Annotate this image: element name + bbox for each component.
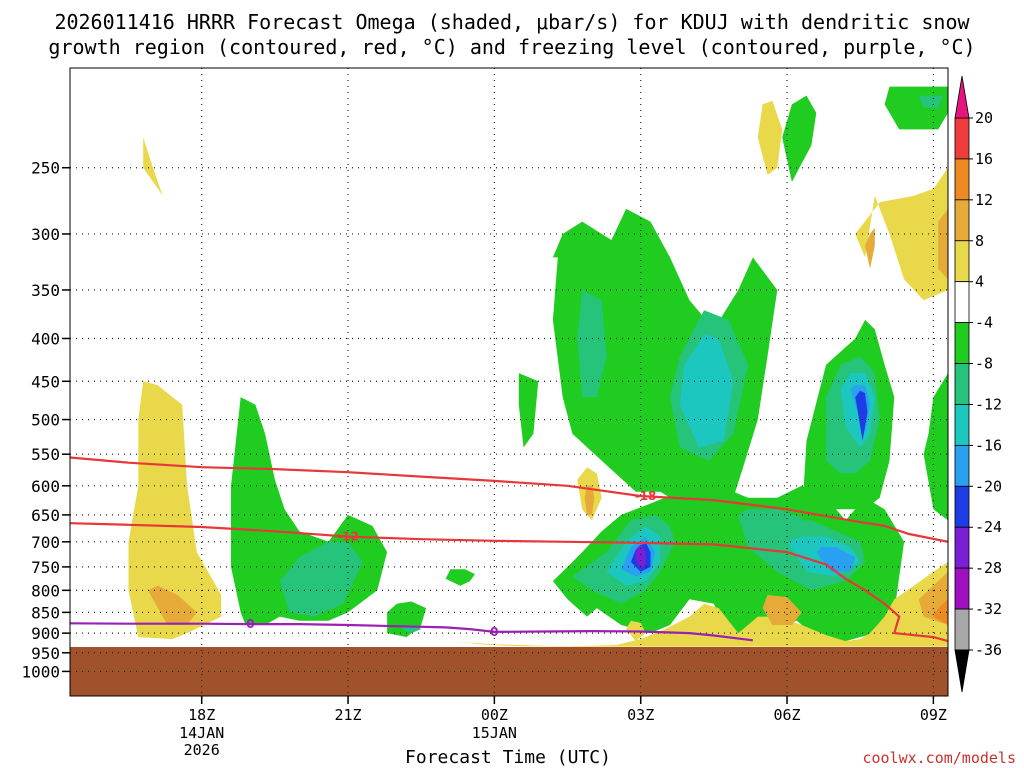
x-tick-label: 09Z xyxy=(920,706,947,724)
x-tick-label: 00Z xyxy=(481,706,508,724)
colorbar-swatch xyxy=(954,199,970,242)
colorbar-swatch xyxy=(954,117,970,160)
colorbar-swatch xyxy=(954,444,970,487)
colorbar-label: 12 xyxy=(975,191,993,209)
omega-region-4 xyxy=(855,167,948,301)
colorbar-label: -32 xyxy=(975,600,1002,618)
omega-region--4 xyxy=(782,95,817,182)
colorbar-swatch xyxy=(954,322,970,364)
x-tick-date-label: 15JAN xyxy=(472,724,517,742)
omega-region-4 xyxy=(128,381,222,640)
omega-region--12 xyxy=(679,333,734,448)
colorbar: 20 16 12 8 4 -4 -8 -12 -16 -20 -24 -28 -32 -36 xyxy=(954,75,1002,693)
omega-region-4 xyxy=(904,633,948,647)
omega-region--4 xyxy=(923,373,948,521)
colorbar-label: 20 xyxy=(975,109,993,127)
omega-region--16 xyxy=(816,547,856,572)
y-tick-label: 700 xyxy=(31,533,60,552)
colorbar-swatch xyxy=(954,526,970,569)
x-axis-label: Forecast Time (UTC) xyxy=(405,747,611,768)
plot-inner: -18 -12 0 0 xyxy=(70,68,948,696)
y-tick-label: 300 xyxy=(31,225,60,244)
omega-region-8 xyxy=(938,208,948,280)
omega-region-4 xyxy=(445,562,948,647)
freezing-level-label: 0 xyxy=(490,625,498,639)
omega-region-8 xyxy=(762,594,802,625)
colorbar-swatch xyxy=(954,567,970,610)
y-tick-label: 850 xyxy=(31,603,60,622)
colorbar-label: 16 xyxy=(975,150,993,168)
colorbar-label: -24 xyxy=(975,518,1002,536)
y-tick-label: 500 xyxy=(31,411,60,430)
colorbar-swatch xyxy=(954,158,970,201)
chart-title-line-2: growth region (contoured, red, °C) and f… xyxy=(48,35,975,59)
omega-region--8 xyxy=(279,541,363,617)
omega-region-4 xyxy=(143,137,163,196)
omega-region--24 xyxy=(635,544,646,570)
plot-area: -18 -12 0 0 xyxy=(69,67,949,697)
y-tick-label: 350 xyxy=(31,281,60,300)
colorbar-swatch xyxy=(954,363,970,405)
omega-region--4 xyxy=(445,569,475,586)
colorbar-under-arrow xyxy=(954,649,970,693)
colorbar-label: -4 xyxy=(975,314,993,332)
freezing-level-line xyxy=(70,622,754,642)
colorbar-label: -36 xyxy=(975,641,1002,659)
omega-region--4 xyxy=(518,373,539,448)
y-tick-label: 600 xyxy=(31,477,60,496)
colorbar-swatch xyxy=(954,281,970,324)
omega-region-8 xyxy=(584,485,595,515)
x-tick-date-label: 2026 xyxy=(184,741,220,759)
omega-region-8 xyxy=(865,227,875,269)
colorbar-label: 8 xyxy=(975,232,984,250)
x-tick-label: 03Z xyxy=(627,706,654,724)
x-tick-label: 21Z xyxy=(334,706,361,724)
dgz-label-lower: -12 xyxy=(337,530,359,544)
credit-text[interactable]: coolwx.com/models xyxy=(862,749,1016,767)
dgz-contour-upper xyxy=(70,456,948,543)
colorbar-label: -20 xyxy=(975,477,1002,495)
colorbar-swatch xyxy=(954,485,970,528)
chart-title-line-1: 2026011416 HRRR Forecast Omega (shaded, … xyxy=(54,10,970,34)
y-tick-label: 1000 xyxy=(21,662,60,681)
omega-region-8 xyxy=(148,585,197,625)
x-tick-date-label: 14JAN xyxy=(179,724,224,742)
dgz-label-upper: -18 xyxy=(635,489,657,503)
colorbar-label: -12 xyxy=(975,395,1002,413)
y-tick-label: 950 xyxy=(31,644,60,663)
x-tick-label: 18Z xyxy=(188,706,215,724)
colorbar-swatch xyxy=(954,240,970,283)
omega-region-4 xyxy=(757,100,783,175)
colorbar-label: -28 xyxy=(975,559,1002,577)
y-tick-label: 250 xyxy=(31,159,60,178)
colorbar-label: -8 xyxy=(975,355,993,373)
x-tick-label: 06Z xyxy=(773,706,800,724)
colorbar-label: 4 xyxy=(975,273,984,291)
omega-region--8 xyxy=(918,95,944,108)
colorbar-over-arrow xyxy=(954,75,970,119)
y-tick-label: 750 xyxy=(31,558,60,577)
omega-region--8 xyxy=(577,290,607,398)
y-tick-label: 650 xyxy=(31,506,60,525)
y-tick-label: 900 xyxy=(31,624,60,643)
y-tick-label: 550 xyxy=(31,445,60,464)
y-tick-label: 400 xyxy=(31,329,60,348)
omega-region--20 xyxy=(855,390,868,441)
colorbar-swatch xyxy=(954,608,970,651)
colorbar-swatch xyxy=(954,404,970,446)
y-axis: 250 300 350 400 450 500 550 600 650 700 750 800 850 9… xyxy=(21,159,70,681)
dgz-contour-lower xyxy=(70,522,948,643)
y-tick-label: 800 xyxy=(31,581,60,600)
colorbar-label: -16 xyxy=(975,436,1002,454)
freezing-level-label: 0 xyxy=(246,617,254,631)
y-tick-label: 450 xyxy=(31,372,60,391)
